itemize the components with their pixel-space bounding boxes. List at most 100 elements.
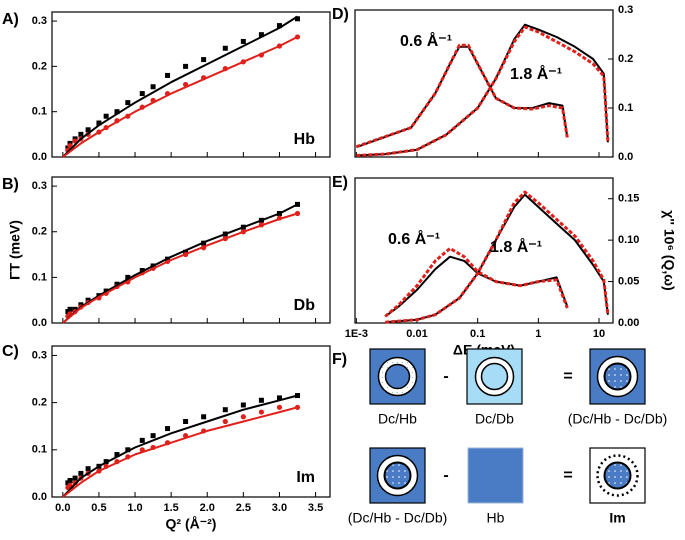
panel-label: E) (332, 174, 348, 191)
data-point (78, 131, 84, 137)
y-tick-label: 0.10 (618, 234, 639, 246)
data-point (258, 32, 264, 38)
x-axis-label: Q² (Å⁻²) (166, 516, 217, 532)
panel-label: F) (332, 351, 347, 368)
panel-label: A) (2, 11, 19, 28)
plot-frame (51, 176, 331, 324)
diagram-box (467, 447, 524, 504)
annotation: 0.6 Å⁻¹ (388, 229, 440, 248)
x-tick-label: 3.0 (272, 502, 287, 514)
annotation: Db (294, 297, 316, 314)
x-tick-label: 1 (535, 328, 541, 340)
data-point (183, 63, 189, 69)
data-line (385, 190, 610, 324)
plot-frame (354, 177, 614, 324)
core (384, 363, 411, 390)
data-point (114, 109, 120, 115)
data-point (125, 100, 131, 106)
data-point (222, 407, 228, 413)
annotation: 1.8 Å⁻¹ (510, 64, 562, 83)
panel-label: D) (332, 6, 349, 23)
data-point (201, 57, 207, 63)
box-caption: Hb (487, 510, 505, 526)
annotation: Hb (294, 131, 316, 148)
x-tick-label: 0.5 (91, 502, 106, 514)
panel-label: B) (2, 176, 19, 193)
panel-label: C) (2, 343, 19, 360)
data-point (67, 477, 73, 483)
y-tick-label: 0.05 (618, 275, 639, 287)
data-line (356, 23, 609, 157)
data-point (222, 418, 228, 425)
box-caption: Dc/Hb (378, 411, 417, 427)
shell (596, 454, 639, 497)
box-caption: Im (609, 510, 625, 526)
y-tick-label: 0.15 (618, 193, 639, 205)
data-point (114, 452, 120, 458)
data-point (139, 437, 145, 443)
data-point (240, 414, 246, 420)
core (480, 362, 509, 391)
x-tick-label: 1.0 (127, 502, 142, 514)
y-tick-label: 0.1 (32, 106, 47, 118)
data-point (258, 409, 265, 415)
data-point (72, 475, 78, 481)
plot-frame (51, 11, 331, 158)
plot-frame (51, 345, 331, 498)
data-point (240, 38, 246, 44)
annotation: Im (296, 469, 315, 486)
x-tick-label: 0.1 (470, 328, 485, 340)
data-point (85, 127, 91, 133)
data-line (384, 246, 569, 318)
data-line (356, 45, 569, 149)
data-line (385, 193, 609, 324)
y-tick-label: 0.0 (32, 151, 47, 163)
plot-frame (354, 9, 614, 158)
data-point (295, 201, 301, 207)
box-caption: Dc/Db (475, 411, 514, 427)
y-tick-label: 0.00 (618, 317, 639, 329)
y-tick-label: 0.2 (32, 226, 47, 238)
y-tick-label: 0.0 (618, 151, 633, 163)
core-dots (605, 463, 630, 488)
y-tick-label: 0.3 (32, 15, 47, 27)
data-point (96, 120, 102, 126)
y-tick-label: 0.0 (32, 491, 47, 503)
x-tick-label: 0.01 (406, 328, 427, 340)
x-tick-label: 1.5 (163, 502, 178, 514)
y-tick-label: 0.2 (618, 53, 633, 65)
x-tick-label: 2.0 (200, 502, 215, 514)
data-line (62, 15, 299, 158)
data-point (258, 397, 264, 403)
y-tick-label: 0.2 (32, 60, 47, 72)
data-point (103, 113, 109, 119)
data-point (183, 419, 189, 424)
data-point (222, 45, 228, 51)
y-tick-label: 0.1 (32, 444, 47, 456)
annotation: 0.6 Å⁻¹ (400, 31, 452, 50)
data-point (165, 72, 171, 78)
core-dots (605, 364, 630, 389)
data-point (85, 466, 91, 472)
data-point (165, 426, 171, 432)
x-tick-label: 0.0 (55, 502, 70, 514)
y-tick-label: 0.2 (32, 397, 47, 409)
y-axis-label: χ'' 10⁶ (Q,ω) (661, 210, 677, 290)
y-tick-label: 0.3 (32, 349, 47, 361)
x-tick-label: 2.5 (236, 502, 251, 514)
data-line (356, 25, 610, 157)
data-line (62, 36, 298, 158)
x-tick-label: 10 (593, 328, 605, 340)
data-point (139, 91, 145, 97)
y-tick-label: 0.3 (32, 180, 47, 192)
data-point (67, 482, 73, 488)
box-caption: (Dc/Hb - Dc/Db) (348, 510, 448, 526)
x-tick-label: 1E-3 (345, 328, 368, 340)
annotation: 1.8 Å⁻¹ (490, 237, 542, 256)
data-point (276, 395, 282, 401)
operator: = (563, 368, 572, 385)
y-tick-label: 0.0 (32, 317, 47, 329)
operator: - (443, 368, 448, 385)
y-tick-label: 0.3 (618, 4, 633, 16)
data-line (62, 212, 298, 324)
